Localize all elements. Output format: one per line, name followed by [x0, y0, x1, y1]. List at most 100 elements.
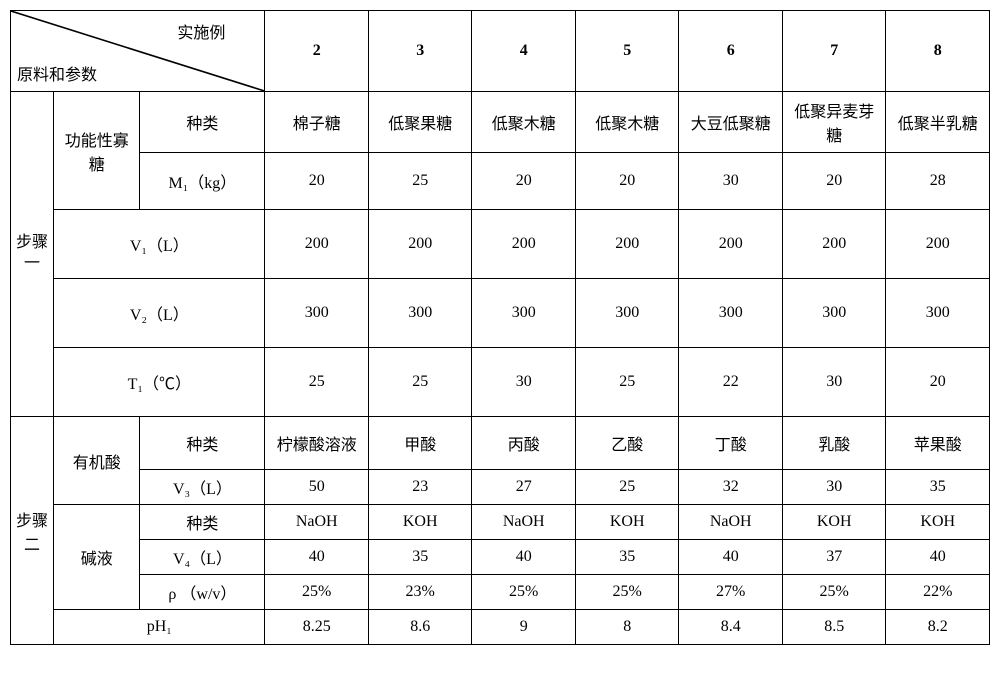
- row-label: 种类: [140, 505, 265, 540]
- cell: 40: [265, 540, 369, 575]
- cell: 300: [265, 279, 369, 348]
- cell: 8: [575, 610, 679, 645]
- table-row: M₁（kg） 20 25 20 20 30 20 28: [11, 153, 990, 210]
- cell: 37: [782, 540, 886, 575]
- cell: 25: [368, 348, 472, 417]
- cell: 300: [472, 279, 576, 348]
- cell: 丁酸: [679, 417, 783, 470]
- cell: 30: [782, 348, 886, 417]
- cell: 低聚木糖: [575, 92, 679, 153]
- cell: 35: [368, 540, 472, 575]
- cell: 300: [368, 279, 472, 348]
- organic-acid-cell: 有机酸: [54, 417, 140, 505]
- col-header: 5: [575, 11, 679, 92]
- cell: 甲酸: [368, 417, 472, 470]
- header-bottom-label: 原料和参数: [17, 61, 97, 85]
- cell: 苹果酸: [886, 417, 990, 470]
- cell: 200: [886, 210, 990, 279]
- table-row: 步骤一 功能性寡糖 种类 棉子糖 低聚果糖 低聚木糖 低聚木糖 大豆低聚糖 低聚…: [11, 92, 990, 153]
- cell: NaOH: [472, 505, 576, 540]
- step1-cell: 步骤一: [11, 92, 54, 417]
- cell: 8.25: [265, 610, 369, 645]
- cell: 32: [679, 470, 783, 505]
- cell: 9: [472, 610, 576, 645]
- cell: 23: [368, 470, 472, 505]
- cell: 300: [886, 279, 990, 348]
- cell: 8.6: [368, 610, 472, 645]
- cell: KOH: [368, 505, 472, 540]
- cell: 23%: [368, 575, 472, 610]
- table-container: 实施例 原料和参数 2 3 4 5 6 7 8 步骤一 功能性寡糖 种类 棉子糖…: [10, 10, 990, 645]
- cell: 200: [679, 210, 783, 279]
- cell: 25: [575, 348, 679, 417]
- cell: 30: [782, 470, 886, 505]
- cell: 8.4: [679, 610, 783, 645]
- cell: KOH: [575, 505, 679, 540]
- cell: 27: [472, 470, 576, 505]
- cell: 丙酸: [472, 417, 576, 470]
- diagonal-header: 实施例 原料和参数: [11, 11, 265, 92]
- col-header: 6: [679, 11, 783, 92]
- cell: 25: [265, 348, 369, 417]
- cell: 27%: [679, 575, 783, 610]
- cell: KOH: [886, 505, 990, 540]
- table-row: V₃（L） 50 23 27 25 32 30 35: [11, 470, 990, 505]
- row-label: V₃（L）: [140, 470, 265, 505]
- data-table: 实施例 原料和参数 2 3 4 5 6 7 8 步骤一 功能性寡糖 种类 棉子糖…: [10, 10, 990, 645]
- table-row: 步骤二 有机酸 种类 柠檬酸溶液 甲酸 丙酸 乙酸 丁酸 乳酸 苹果酸: [11, 417, 990, 470]
- col-header: 8: [886, 11, 990, 92]
- cell: 20: [472, 153, 576, 210]
- cell: 25: [575, 470, 679, 505]
- cell: 25%: [265, 575, 369, 610]
- cell: NaOH: [679, 505, 783, 540]
- cell: 40: [886, 540, 990, 575]
- cell: 300: [782, 279, 886, 348]
- table-row: V₂（L） 300 300 300 300 300 300 300: [11, 279, 990, 348]
- row-label: ρ （w/v）: [140, 575, 265, 610]
- table-row: V₁（L） 200 200 200 200 200 200 200: [11, 210, 990, 279]
- cell: 30: [472, 348, 576, 417]
- cell: 低聚异麦芽糖: [782, 92, 886, 153]
- row-label: V₁（L）: [54, 210, 265, 279]
- cell: 25%: [472, 575, 576, 610]
- table-row: 碱液 种类 NaOH KOH NaOH KOH NaOH KOH KOH: [11, 505, 990, 540]
- cell: 200: [472, 210, 576, 279]
- cell: 20: [265, 153, 369, 210]
- cell: 大豆低聚糖: [679, 92, 783, 153]
- cell: 22: [679, 348, 783, 417]
- row-label: T₁（℃）: [54, 348, 265, 417]
- cell: 25%: [575, 575, 679, 610]
- table-row: T₁（℃） 25 25 30 25 22 30 20: [11, 348, 990, 417]
- cell: 40: [472, 540, 576, 575]
- cell: 28: [886, 153, 990, 210]
- cell: 200: [265, 210, 369, 279]
- cell: 22%: [886, 575, 990, 610]
- row-label: 种类: [140, 417, 265, 470]
- alkali-cell: 碱液: [54, 505, 140, 610]
- cell: 20: [782, 153, 886, 210]
- header-top-label: 实施例: [150, 19, 252, 43]
- cell: 8.2: [886, 610, 990, 645]
- cell: 200: [368, 210, 472, 279]
- cell: 25: [368, 153, 472, 210]
- oligo-cell: 功能性寡糖: [54, 92, 140, 210]
- cell: 25%: [782, 575, 886, 610]
- row-label: 种类: [140, 92, 265, 153]
- cell: 低聚半乳糖: [886, 92, 990, 153]
- row-label: V₂（L）: [54, 279, 265, 348]
- cell: 30: [679, 153, 783, 210]
- cell: 低聚果糖: [368, 92, 472, 153]
- table-row: ρ （w/v） 25% 23% 25% 25% 27% 25% 22%: [11, 575, 990, 610]
- cell: KOH: [782, 505, 886, 540]
- col-header: 3: [368, 11, 472, 92]
- cell: 棉子糖: [265, 92, 369, 153]
- cell: 乳酸: [782, 417, 886, 470]
- step2-cell: 步骤二: [11, 417, 54, 645]
- cell: 40: [679, 540, 783, 575]
- cell: 乙酸: [575, 417, 679, 470]
- cell: 35: [575, 540, 679, 575]
- row-label: pH₁: [54, 610, 265, 645]
- col-header: 7: [782, 11, 886, 92]
- cell: 低聚木糖: [472, 92, 576, 153]
- cell: NaOH: [265, 505, 369, 540]
